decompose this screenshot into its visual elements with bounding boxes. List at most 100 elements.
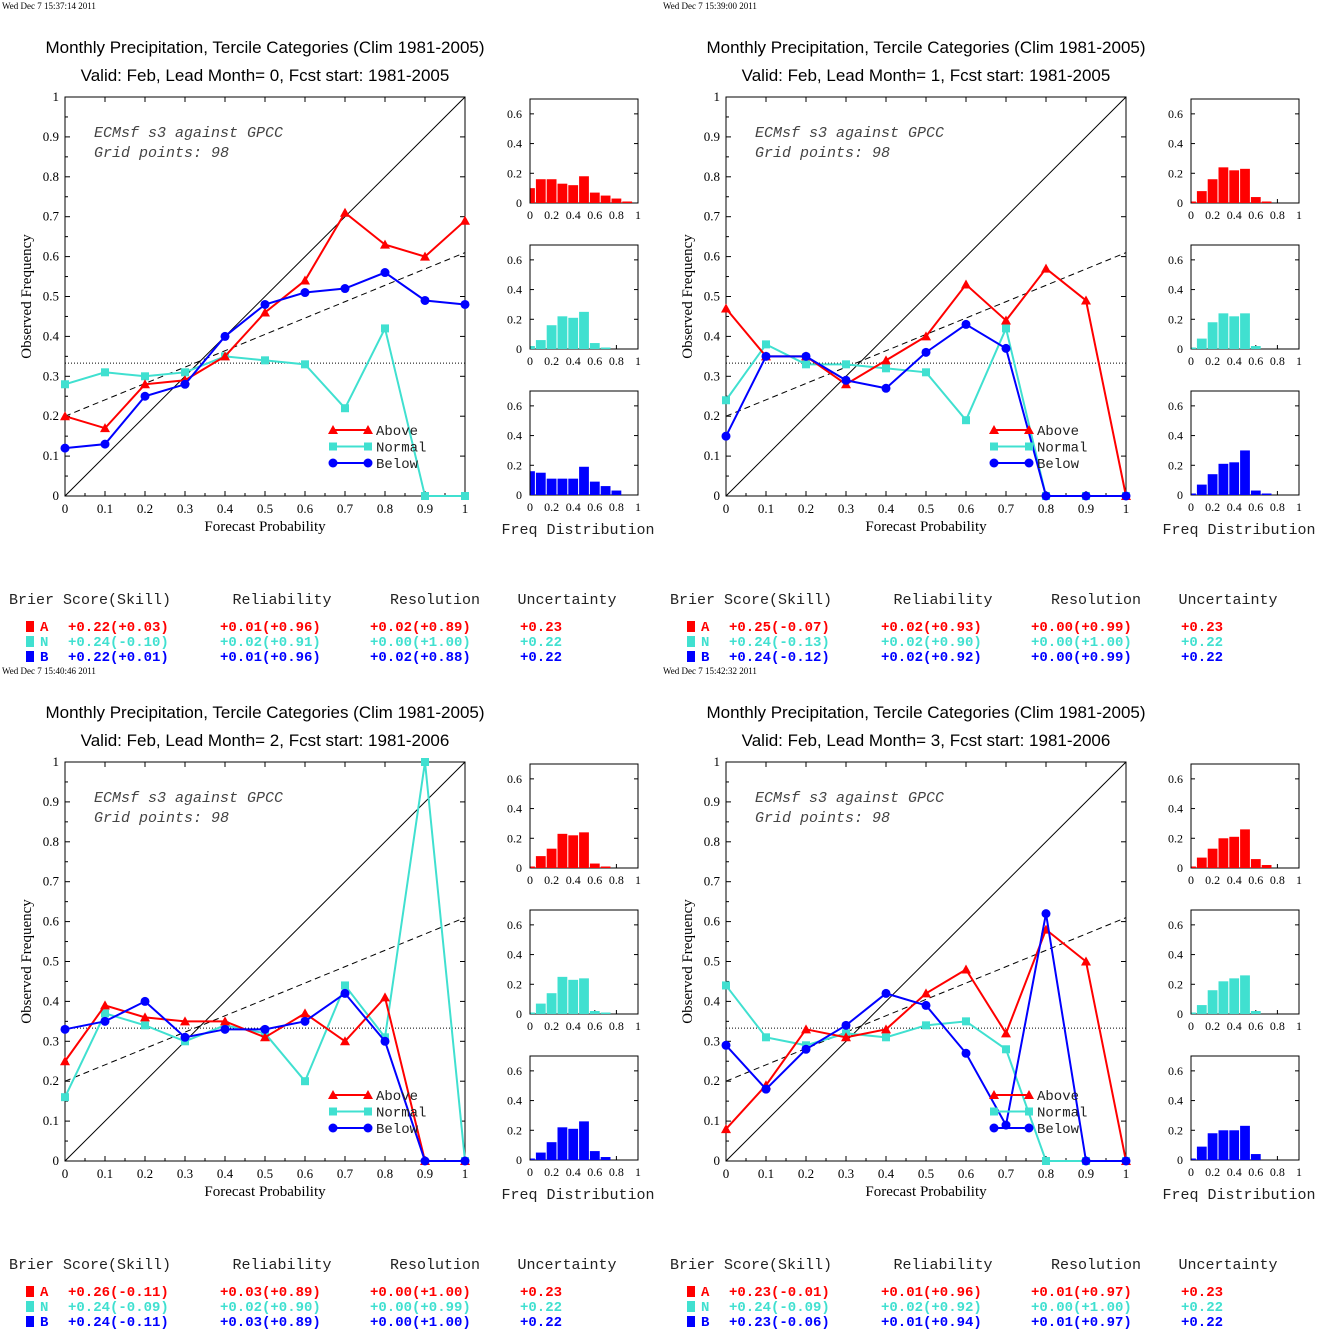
perfect-reliability-line xyxy=(64,761,466,1162)
y-tick-label: 0.3 xyxy=(43,368,59,383)
legend-label-normal: Normal xyxy=(1037,441,1087,457)
score-resolution: +0.00(+0.99) xyxy=(1031,650,1132,665)
freq-y-tick-label: 0.2 xyxy=(1168,977,1183,991)
data-point-above xyxy=(140,1012,150,1022)
data-point-normal xyxy=(1002,1045,1010,1054)
y-tick-label: 0.9 xyxy=(43,129,59,144)
score-category: B xyxy=(701,1315,710,1330)
data-point-normal xyxy=(101,368,109,377)
x-tick-label: 0.9 xyxy=(1078,501,1094,516)
data-point-normal xyxy=(762,1033,770,1042)
data-point-normal xyxy=(301,1077,309,1086)
data-point-normal xyxy=(261,356,269,365)
freq-x-tick-label: 0.4 xyxy=(1227,1165,1242,1179)
score-brier: +0.22(+0.03) xyxy=(68,620,169,636)
score-reliability: +0.01(+0.96) xyxy=(220,650,321,665)
timestamp: Wed Dec 7 15:40:46 2011 xyxy=(2,666,96,676)
legend-marker-above xyxy=(1024,1090,1034,1099)
y-tick-label: 0.4 xyxy=(704,993,721,1008)
freq-y-tick-label: 0.4 xyxy=(507,948,522,962)
freq-bar xyxy=(1191,201,1196,203)
freq-x-tick-label: 0 xyxy=(527,1165,533,1179)
freq-x-tick-label: 0.8 xyxy=(1270,208,1285,222)
score-category: B xyxy=(40,1315,49,1330)
score-row-b: B +0.24(-0.12) +0.02(+0.92) +0.00(+0.99) +0.… xyxy=(687,650,1223,665)
data-point-below xyxy=(841,1020,851,1030)
timestamp: Wed Dec 7 15:42:32 2011 xyxy=(663,666,757,676)
score-swatch xyxy=(26,636,34,647)
data-point-below xyxy=(380,1036,390,1046)
data-point-above xyxy=(1081,295,1091,305)
data-point-below xyxy=(761,1084,771,1094)
x-tick-label: 0.4 xyxy=(217,1166,234,1181)
data-point-above xyxy=(1001,1028,1011,1038)
freq-y-tick-label: 0 xyxy=(1177,488,1183,502)
data-point-above xyxy=(180,1016,190,1026)
freq-x-tick-label: 0 xyxy=(1188,1165,1194,1179)
freq-x-tick-label: 1 xyxy=(1296,873,1302,887)
x-tick-label: 0.2 xyxy=(137,1166,153,1181)
data-point-above xyxy=(921,331,931,341)
freq-bar xyxy=(1218,981,1229,1014)
freq-x-tick-label: 0 xyxy=(1188,873,1194,887)
score-swatch xyxy=(687,1286,695,1297)
data-point-below xyxy=(300,1016,310,1026)
score-resolution: +0.00(+1.00) xyxy=(1031,1300,1132,1316)
freq-distribution-label: Freq Distribution xyxy=(501,522,654,539)
score-category: N xyxy=(40,635,48,651)
y-tick-label: 0.7 xyxy=(704,209,721,224)
score-category: B xyxy=(40,650,49,665)
data-point-above xyxy=(340,1036,350,1046)
score-resolution: +0.02(+0.89) xyxy=(370,620,471,636)
freq-x-tick-label: 1 xyxy=(1296,1165,1302,1179)
freq-bar xyxy=(1191,1012,1196,1014)
legend-marker-below xyxy=(989,1123,999,1133)
freq-bar xyxy=(1240,829,1250,868)
x-tick-label: 0.7 xyxy=(337,1166,354,1181)
panel-svg: Wed Dec 7 15:37:14 2011 Monthly Precipita… xyxy=(2,1,655,665)
annotation-model: ECMsf s3 against GPCC xyxy=(94,125,283,142)
y-tick-label: 0.6 xyxy=(43,914,60,929)
y-axis-label: Observed Frequency xyxy=(19,234,35,359)
panel-svg: Wed Dec 7 15:42:32 2011 Monthly Precipita… xyxy=(663,666,1316,1330)
freq-y-tick-label: 0.4 xyxy=(1168,429,1183,443)
score-brier: +0.24(-0.11) xyxy=(68,1315,169,1330)
legend-label-above: Above xyxy=(376,1089,418,1105)
freq-y-tick-label: 0.2 xyxy=(507,1123,522,1137)
freq-y-tick-label: 0 xyxy=(516,196,522,210)
freq-bar xyxy=(557,976,568,1014)
data-point-below xyxy=(921,347,931,357)
freq-bar xyxy=(600,195,611,203)
freq-x-tick-label: 0 xyxy=(527,1019,533,1033)
score-brier: +0.26(-0.11) xyxy=(68,1285,169,1301)
data-point-above xyxy=(420,251,430,261)
data-point-above xyxy=(881,1024,891,1034)
no-skill-line xyxy=(725,917,1127,1082)
freq-x-tick-label: 0.4 xyxy=(566,208,581,222)
freq-histogram-normal: 0 0.2 0.4 0.6 0 0.2 0.4 0.6 0.8 1 xyxy=(507,244,641,368)
freq-bar xyxy=(1229,316,1240,349)
freq-bar xyxy=(579,466,589,495)
freq-y-tick-label: 0.4 xyxy=(507,1094,522,1108)
freq-histogram-normal: 0 0.2 0.4 0.6 0 0.2 0.4 0.6 0.8 1 xyxy=(1168,244,1302,368)
freq-y-tick-label: 0.2 xyxy=(507,312,522,326)
freq-y-tick-label: 0.6 xyxy=(1168,107,1183,121)
freq-x-tick-label: 0.6 xyxy=(587,873,602,887)
freq-y-tick-label: 0.6 xyxy=(507,1064,522,1078)
y-tick-label: 0.3 xyxy=(704,1033,720,1048)
score-row-b: B +0.22(+0.01) +0.01(+0.96) +0.02(+0.88) +0.… xyxy=(26,650,562,665)
freq-bar xyxy=(1207,474,1218,495)
freq-histogram-below: 0 0.2 0.4 0.6 0 0.2 0.4 0.6 0.8 1 xyxy=(507,390,641,514)
freq-x-tick-label: 0.4 xyxy=(566,1165,581,1179)
x-tick-label: 0.2 xyxy=(137,501,153,516)
legend-marker-normal xyxy=(364,1107,372,1116)
annotation-model: ECMsf s3 against GPCC xyxy=(94,790,283,807)
y-tick-label: 0 xyxy=(714,488,721,503)
score-reliability: +0.03(+0.89) xyxy=(220,1315,321,1330)
score-swatch xyxy=(26,1286,34,1297)
freq-bar xyxy=(546,848,557,868)
score-uncertainty: +0.22 xyxy=(1181,635,1223,651)
score-category: A xyxy=(701,620,710,636)
y-tick-label: 0.4 xyxy=(704,328,721,343)
